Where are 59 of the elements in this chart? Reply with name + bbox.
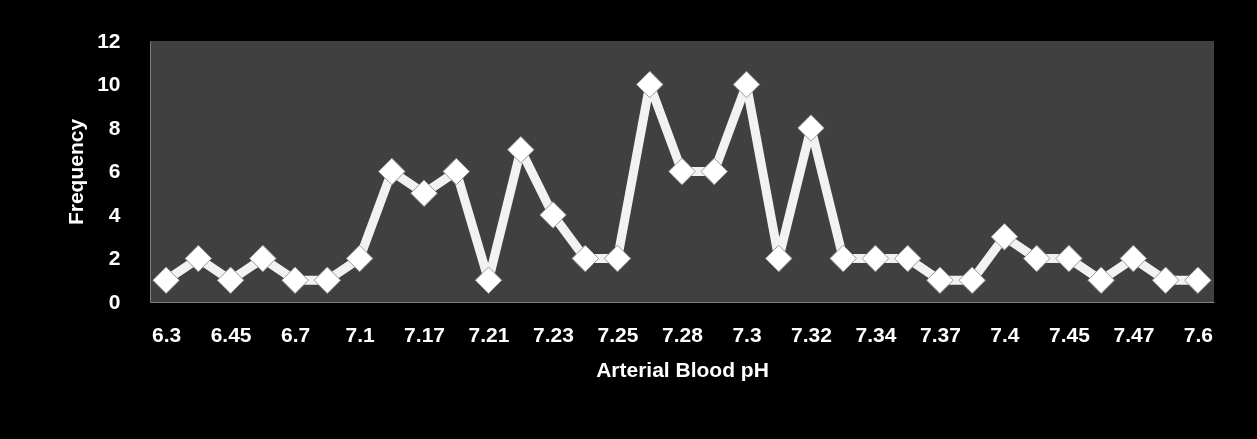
point xyxy=(603,244,632,273)
point xyxy=(184,244,213,273)
x-tick-label: 7.6 xyxy=(1183,322,1213,346)
x-tick-label: 7.25 xyxy=(597,322,639,346)
point xyxy=(281,266,309,294)
point xyxy=(1022,244,1051,273)
x-tick-label: 7.32 xyxy=(791,322,832,346)
y-tick-label: 10 xyxy=(97,72,121,95)
x-tick-label: 7.28 xyxy=(662,322,704,346)
point xyxy=(442,157,471,186)
x-tick-label: 7.1 xyxy=(345,322,375,346)
point xyxy=(1055,244,1083,273)
point xyxy=(410,179,438,207)
point xyxy=(507,136,535,164)
point xyxy=(249,244,277,273)
x-tick-label: 7.37 xyxy=(920,322,961,346)
point xyxy=(861,244,890,273)
x-axis-title: Arterial Blood pH xyxy=(596,357,769,381)
point xyxy=(893,244,922,273)
y-tick-label: 0 xyxy=(108,289,121,313)
point xyxy=(216,266,245,294)
x-tick-label: 7.45 xyxy=(1048,322,1091,346)
point xyxy=(926,266,954,294)
y-tick-label: 2 xyxy=(108,246,121,269)
x-tick-label: 7.4 xyxy=(990,322,1020,346)
point xyxy=(829,244,857,273)
point xyxy=(313,266,342,294)
point xyxy=(1151,266,1180,294)
point xyxy=(958,266,986,294)
y-axis-title: Frequency xyxy=(64,118,88,226)
x-tick-label: 7.47 xyxy=(1113,322,1155,346)
point xyxy=(152,266,180,294)
point xyxy=(474,266,503,294)
y-tick-label: 8 xyxy=(108,115,121,139)
point xyxy=(668,157,696,186)
point xyxy=(732,70,761,99)
x-tick-label: 6.45 xyxy=(210,322,252,346)
point xyxy=(378,157,406,186)
x-tick-label: 6.3 xyxy=(152,322,182,346)
point xyxy=(765,244,793,273)
x-tick-label: 7.3 xyxy=(732,322,762,346)
point xyxy=(636,70,664,99)
point xyxy=(990,223,1019,251)
point xyxy=(345,244,374,273)
point xyxy=(1087,266,1115,294)
x-tick-label: 7.23 xyxy=(533,322,574,346)
y-tick-label: 12 xyxy=(97,28,121,52)
x-tick-label: 7.17 xyxy=(404,322,445,346)
x-tick-label: 6.7 xyxy=(280,322,311,346)
x-tick-label: 7.21 xyxy=(468,322,510,346)
point xyxy=(797,114,825,142)
point xyxy=(1184,266,1212,294)
point xyxy=(539,201,567,229)
point xyxy=(571,244,599,273)
y-tick-label: 4 xyxy=(108,202,121,226)
y-tick-label: 6 xyxy=(108,159,121,182)
point xyxy=(1119,244,1148,273)
x-tick-label: 7.34 xyxy=(855,322,897,346)
point xyxy=(700,157,728,186)
